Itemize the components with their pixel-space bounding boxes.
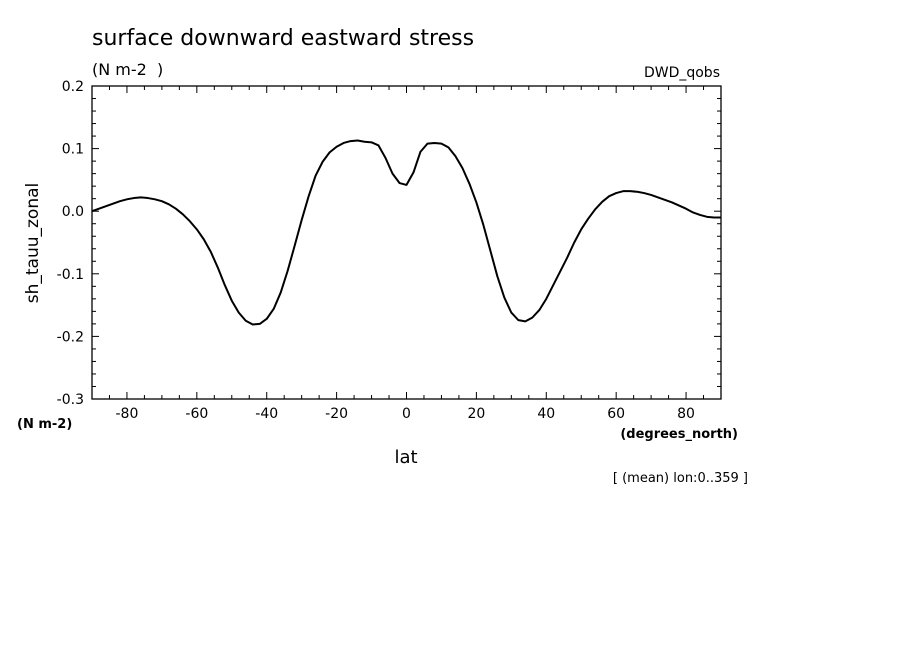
plot-frame [91,85,722,400]
footnote: [ (mean) lon:0..359 ] [613,471,748,486]
y-tick-label: 0.0 [62,204,84,220]
x-tick-label: 60 [607,406,625,422]
x-axis-tick-labels: -80 -60 -40 -20 0 20 40 60 80 [116,406,695,422]
x-tick-label: -20 [325,406,348,422]
x-tick-label: 0 [402,406,411,422]
x-tick-label: -40 [255,406,278,422]
y-tick-label: -0.1 [57,267,84,283]
chart-units-subtitle: (N m-2 ) [92,60,163,79]
x-axis-ticks [91,86,722,399]
x-axis-label: lat [394,447,417,468]
y-axis-tick-labels: -0.3 -0.2 -0.1 0.0 0.1 0.2 [57,79,84,408]
x-tick-label: -80 [116,406,139,422]
series-line [91,139,721,326]
y-axis-label: sh_tauu_zonal [23,183,43,304]
y-axis-ticks [92,85,721,400]
y-tick-label: -0.3 [57,392,84,408]
y-tick-label: 0.2 [62,79,84,95]
x-tick-label: -60 [185,406,208,422]
model-label: DWD_qobs [644,65,720,81]
y-tick-label: 0.1 [62,142,84,158]
chart-title: surface downward eastward stress [92,26,474,51]
x-tick-label: 40 [537,406,555,422]
x-tick-label: 20 [467,406,485,422]
x-tick-label: 80 [677,406,695,422]
y-axis-units: (N m-2) [17,417,72,432]
y-tick-label: -0.2 [57,329,84,345]
x-axis-units: (degrees_north) [620,427,738,442]
